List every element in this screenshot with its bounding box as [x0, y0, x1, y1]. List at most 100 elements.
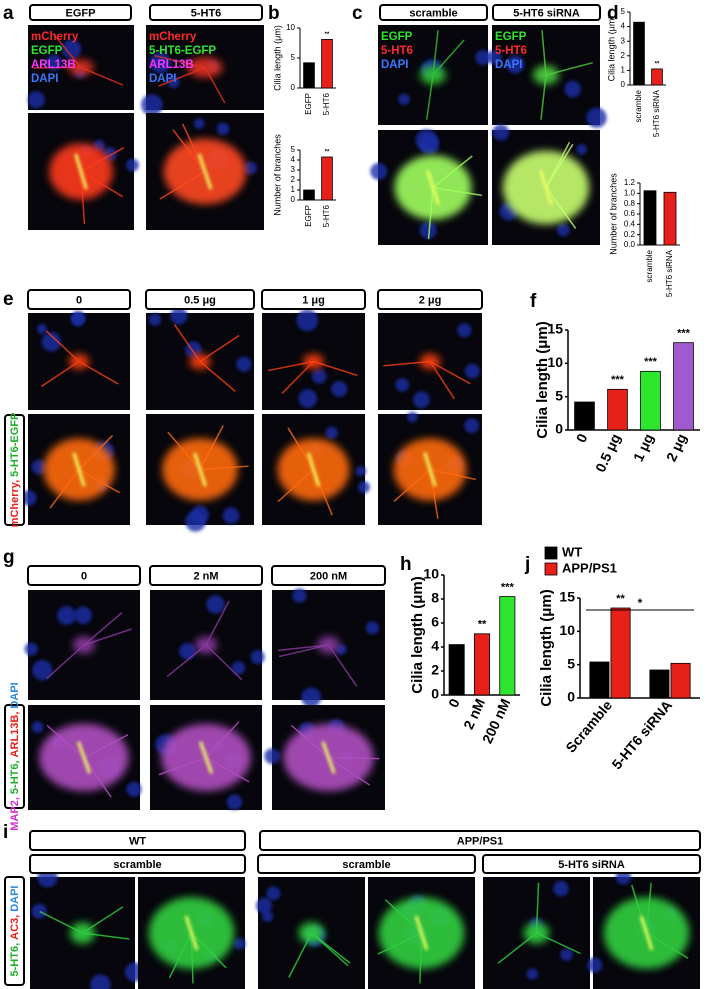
y-tick-label: 10	[423, 566, 439, 582]
cilium	[193, 452, 207, 487]
panel-letter: e	[3, 289, 14, 310]
bar	[670, 662, 691, 699]
neurite	[545, 143, 574, 188]
nucleus	[141, 94, 163, 116]
header-box	[377, 289, 483, 310]
y-tick-label: 1	[291, 185, 296, 194]
bar	[303, 189, 315, 201]
nucleus	[266, 886, 281, 901]
nucleus	[243, 161, 257, 175]
y-tick-label: 4	[431, 638, 439, 654]
neurite	[277, 644, 329, 652]
nucleus	[236, 356, 252, 372]
nucleus	[492, 124, 510, 141]
header-box	[492, 4, 601, 21]
cilium	[74, 153, 88, 190]
x-tick-label: 2 μg	[663, 431, 690, 464]
bar	[448, 644, 465, 696]
side-box	[4, 704, 25, 809]
nucleus	[149, 52, 171, 74]
nucleus	[226, 794, 243, 810]
y-tick-label: 0	[291, 195, 296, 204]
channel-label: 5-HT6	[495, 45, 527, 57]
side-box	[4, 876, 25, 986]
micrograph	[146, 113, 264, 230]
micrograph	[28, 113, 139, 230]
y-axis-label: Cilia length (μm)	[606, 16, 616, 82]
x-tick-label: 5-HT6 siRNA	[652, 89, 661, 137]
header-label: WT	[129, 835, 146, 847]
nucleus	[296, 309, 319, 332]
micrograph	[378, 313, 482, 410]
header-label: 5-HT6 siRNA	[513, 7, 580, 19]
y-tick-label: 10	[547, 354, 563, 370]
channel-label: DAPI	[149, 73, 176, 85]
header-box	[482, 854, 701, 874]
header-box	[29, 830, 246, 851]
nucleus	[398, 93, 410, 106]
y-tick-label: 10	[559, 622, 575, 638]
header-box	[29, 4, 132, 21]
side-label: 5-HT6, AC3, DAPI	[9, 886, 21, 977]
y-tick-label: 0.8	[624, 199, 636, 208]
bar	[673, 342, 694, 431]
micrograph	[368, 877, 475, 989]
side-label: mCherry, 5-HT6-EGFP	[9, 413, 21, 528]
header-label: 0.5 μg	[184, 294, 216, 306]
bar	[321, 39, 333, 89]
neurite	[154, 54, 206, 69]
neurite	[158, 756, 207, 776]
panel-letter: b	[268, 3, 280, 24]
micrograph	[141, 25, 264, 116]
nucleus	[170, 307, 188, 325]
bar	[610, 607, 631, 699]
nucleus	[553, 880, 569, 897]
neurite	[78, 434, 114, 471]
channel-label: DAPI	[495, 59, 522, 71]
nucleus	[126, 781, 142, 797]
side-label-part: 5-HT6,	[9, 760, 21, 794]
header-box	[149, 4, 263, 21]
neurite	[432, 186, 483, 197]
neurite	[205, 644, 243, 681]
neurite	[429, 361, 455, 400]
panel-letter: a	[3, 3, 14, 24]
micrograph	[378, 411, 482, 525]
x-tick-label: 0	[445, 696, 463, 710]
cilium	[539, 169, 553, 206]
neurite	[383, 360, 431, 367]
bar	[651, 68, 663, 86]
panel-letter: j	[524, 554, 530, 575]
neurite	[281, 360, 315, 395]
neurite	[54, 35, 82, 68]
nucleus	[24, 642, 38, 656]
header-label: 0	[81, 570, 87, 582]
nucleus	[464, 418, 480, 434]
bar	[499, 596, 516, 696]
y-tick-label: 0	[621, 80, 626, 89]
channel-label: DAPI	[31, 73, 58, 85]
y-axis-label: Cilia length (μm)	[409, 576, 426, 694]
nucleus	[586, 107, 607, 128]
neurite	[158, 66, 206, 87]
nucleus	[90, 974, 111, 989]
nucleus	[31, 459, 47, 475]
y-tick-label: 1	[621, 66, 626, 75]
y-tick-label: 5	[621, 7, 626, 16]
y-tick-label: 0.4	[624, 219, 636, 228]
nucleus	[564, 80, 582, 98]
micrograph	[28, 311, 130, 410]
legend-label: APP/PS1	[562, 560, 617, 575]
nucleus	[325, 426, 338, 439]
neurite	[419, 932, 423, 984]
neurite	[536, 932, 581, 955]
neurite	[328, 756, 380, 760]
neurite	[46, 644, 85, 679]
nucleus	[256, 897, 273, 914]
panel-letter: h	[400, 554, 412, 575]
micrograph	[378, 25, 491, 125]
y-tick-label: 0	[555, 421, 563, 437]
bar	[574, 401, 595, 431]
significance-label: ***	[644, 356, 658, 368]
